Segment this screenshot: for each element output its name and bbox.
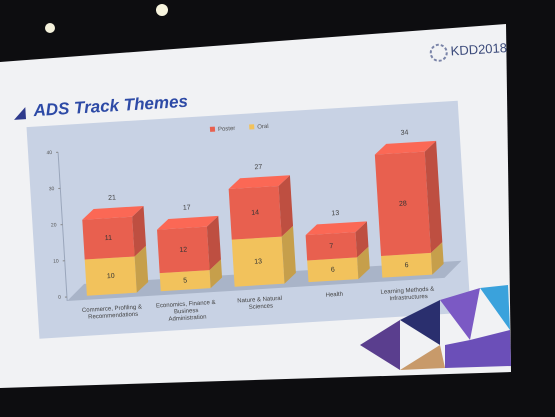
bar-front xyxy=(84,256,137,296)
bar-side xyxy=(424,140,443,253)
bar-segment xyxy=(157,215,221,274)
bar-front xyxy=(228,185,282,240)
bar-segment xyxy=(228,175,294,240)
total-label: 27 xyxy=(254,164,262,171)
bar-front xyxy=(374,151,431,256)
total-label: 21 xyxy=(108,194,116,201)
ceiling-light xyxy=(45,23,55,33)
value-label: 11 xyxy=(105,235,113,242)
bar-side xyxy=(132,205,146,257)
bar-side xyxy=(209,259,223,289)
total-label: 13 xyxy=(331,210,339,217)
value-label: 6 xyxy=(405,262,409,269)
bar-front xyxy=(231,236,285,287)
y-tick-label: 0 xyxy=(58,295,61,301)
bar-top xyxy=(157,215,219,230)
x-tick-label: Commerce, Profiling & Recommendations xyxy=(82,304,144,321)
value-label: 5 xyxy=(183,277,187,284)
value-label: 12 xyxy=(179,246,187,253)
value-label: 13 xyxy=(254,258,262,265)
legend-swatch xyxy=(249,124,255,130)
bar-side xyxy=(357,246,370,280)
logo-icon xyxy=(429,43,448,62)
value-label: 14 xyxy=(251,209,259,216)
chart: 0 10 20 30 40 Poster Oral Commerce, Profiling &… xyxy=(46,124,462,323)
logo: KDD2018 xyxy=(450,40,507,58)
deco-triangle xyxy=(400,345,445,370)
total-label: 34 xyxy=(400,129,408,136)
deco-triangle xyxy=(480,285,510,330)
bar-top xyxy=(374,140,437,155)
deco-triangle xyxy=(400,300,440,345)
legend-label: Poster xyxy=(218,126,236,133)
decoration xyxy=(360,285,511,370)
bar-segment xyxy=(305,221,369,261)
bar-top xyxy=(228,175,290,189)
x-tick-label: Learning Methods & Infrastructures xyxy=(380,286,436,302)
bar-front xyxy=(159,270,211,292)
value-label: 6 xyxy=(331,267,335,274)
bar-front xyxy=(82,216,135,260)
x-tick-label: Health xyxy=(326,292,344,299)
legend-label: Oral xyxy=(257,124,269,131)
value-label: 28 xyxy=(399,200,407,207)
bar-side xyxy=(206,215,221,271)
bar-side xyxy=(281,225,296,284)
y-axis xyxy=(57,152,68,301)
y-tick-label: 20 xyxy=(51,222,57,228)
bar-top xyxy=(305,221,367,236)
title-icon xyxy=(14,107,27,120)
bar-segment xyxy=(82,205,146,260)
y-tick-label: 40 xyxy=(46,150,52,156)
ceiling-light xyxy=(156,4,168,16)
bar-top xyxy=(82,205,144,220)
y-tick-label: 30 xyxy=(49,186,55,192)
bar-side xyxy=(134,245,149,293)
bar-side xyxy=(430,242,444,275)
deco-triangle xyxy=(360,320,400,370)
bar-front xyxy=(157,226,210,274)
bar-front xyxy=(381,252,433,278)
bar-side xyxy=(355,221,369,258)
bar-side xyxy=(278,175,294,237)
bar-front xyxy=(307,257,359,283)
legend-swatch xyxy=(209,126,216,132)
x-tick-label: Economics, Finance & Business Administra… xyxy=(156,299,218,323)
deco-triangle xyxy=(445,330,511,368)
total-label: 17 xyxy=(183,204,191,211)
deco-triangle xyxy=(440,288,480,340)
bar-front xyxy=(305,232,358,261)
value-label: 10 xyxy=(107,273,115,280)
y-tick-label: 10 xyxy=(53,258,59,264)
value-label: 7 xyxy=(329,243,333,250)
bar-segment xyxy=(374,140,443,256)
x-tick-label: Nature & Natural Sciences xyxy=(237,295,284,311)
